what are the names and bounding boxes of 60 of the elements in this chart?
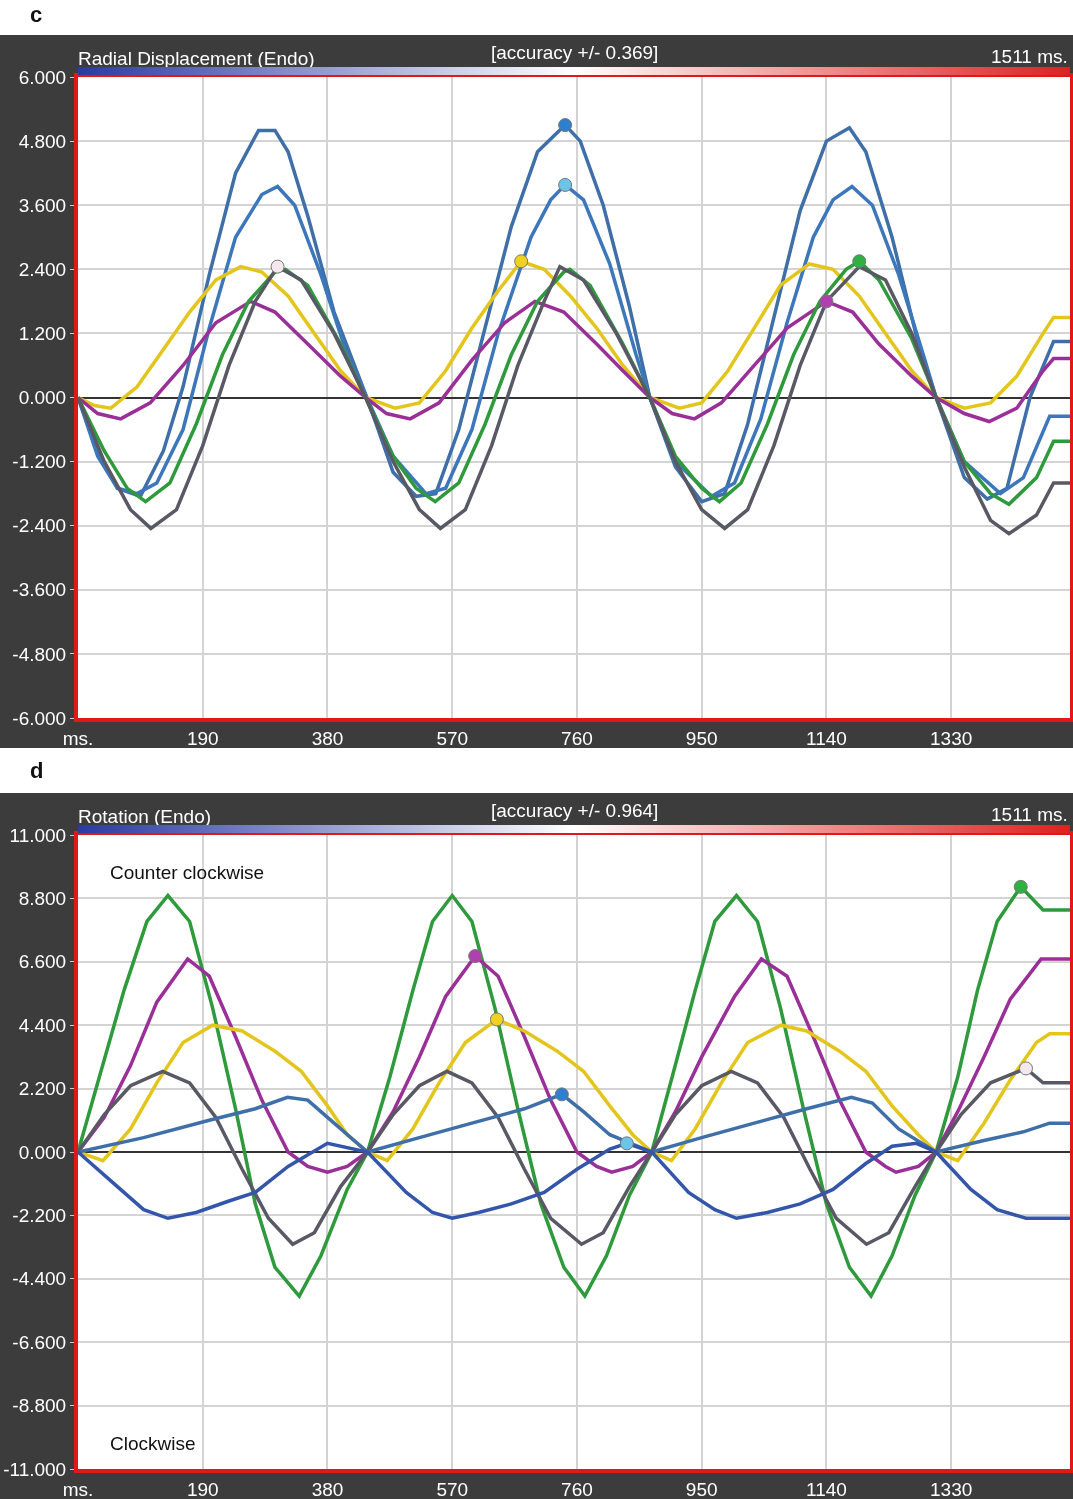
y-tick-label: 2.200	[18, 1078, 67, 1100]
annotation: Clockwise	[110, 1433, 196, 1454]
point	[852, 254, 867, 269]
point	[468, 949, 483, 964]
x-tick-label: ms.	[62, 727, 94, 749]
y-tick-label: -6.000	[12, 707, 67, 729]
x-tick-label: 760	[561, 727, 593, 749]
y-tick-label: -6.600	[12, 1331, 67, 1353]
point	[558, 177, 573, 192]
y-tick-label: -1.200	[12, 451, 67, 473]
y-tick-label: 4.800	[18, 130, 67, 152]
chart-title: Radial Displacement (Endo)	[78, 48, 315, 69]
chart-subtitle: [accuracy +/- 0.964]	[491, 800, 659, 821]
y-tick-label: -2.400	[12, 515, 67, 537]
text: d	[30, 758, 44, 784]
point	[554, 1087, 569, 1102]
x-tick-label: 570	[436, 1478, 469, 1499]
x-tick-label: 380	[311, 727, 344, 749]
point	[819, 294, 834, 309]
y-tick-label: -2.200	[12, 1205, 67, 1227]
y-tick-label: -4.800	[12, 643, 67, 665]
y-tick-label: 3.600	[18, 194, 67, 216]
y-tick-label: 11.000	[9, 824, 67, 846]
x-tick-label: 1140	[806, 1478, 847, 1499]
y-tick-label: 6.600	[18, 951, 67, 973]
x-tick-label: 570	[436, 727, 469, 749]
x-tick-label: 380	[311, 1478, 344, 1499]
x-tick-label: 1330	[930, 1478, 973, 1499]
y-tick-label: 0.000	[18, 1141, 67, 1163]
point	[1019, 1061, 1034, 1076]
point	[1013, 879, 1028, 894]
y-tick-label: -3.600	[12, 579, 67, 601]
point	[489, 1012, 504, 1027]
x-tick-label: 190	[186, 727, 219, 749]
point	[619, 1136, 634, 1151]
y-tick-label: 4.400	[18, 1014, 67, 1036]
x-tick-label: 950	[685, 727, 718, 749]
x-tick-label: 760	[561, 1478, 593, 1499]
text: c	[30, 2, 43, 28]
point	[558, 118, 573, 133]
point	[514, 254, 529, 269]
chart-subtitle: [accuracy +/- 0.369]	[491, 42, 659, 63]
y-tick-label: 2.400	[18, 258, 67, 280]
annotation: Counter clockwise	[110, 862, 265, 883]
text: 1511 ms.	[991, 804, 1068, 825]
text: 1511 ms.	[991, 46, 1068, 67]
x-tick-label: 1140	[806, 727, 847, 749]
x-tick-label: 1330	[930, 727, 973, 749]
y-tick-label: -4.400	[12, 1268, 67, 1290]
y-tick-label: -11.000	[3, 1458, 67, 1480]
y-tick-label: 8.800	[18, 888, 67, 910]
x-tick-label: 190	[186, 1478, 219, 1499]
y-tick-label: 0.000	[18, 387, 67, 409]
x-tick-label: 950	[685, 1478, 718, 1499]
y-tick-label: 1.200	[18, 323, 67, 345]
y-tick-label: 6.000	[18, 66, 67, 88]
chart-title: Rotation (Endo)	[78, 806, 212, 827]
point	[270, 259, 285, 274]
y-tick-label: -8.800	[12, 1395, 67, 1417]
x-tick-label: ms.	[62, 1478, 94, 1499]
